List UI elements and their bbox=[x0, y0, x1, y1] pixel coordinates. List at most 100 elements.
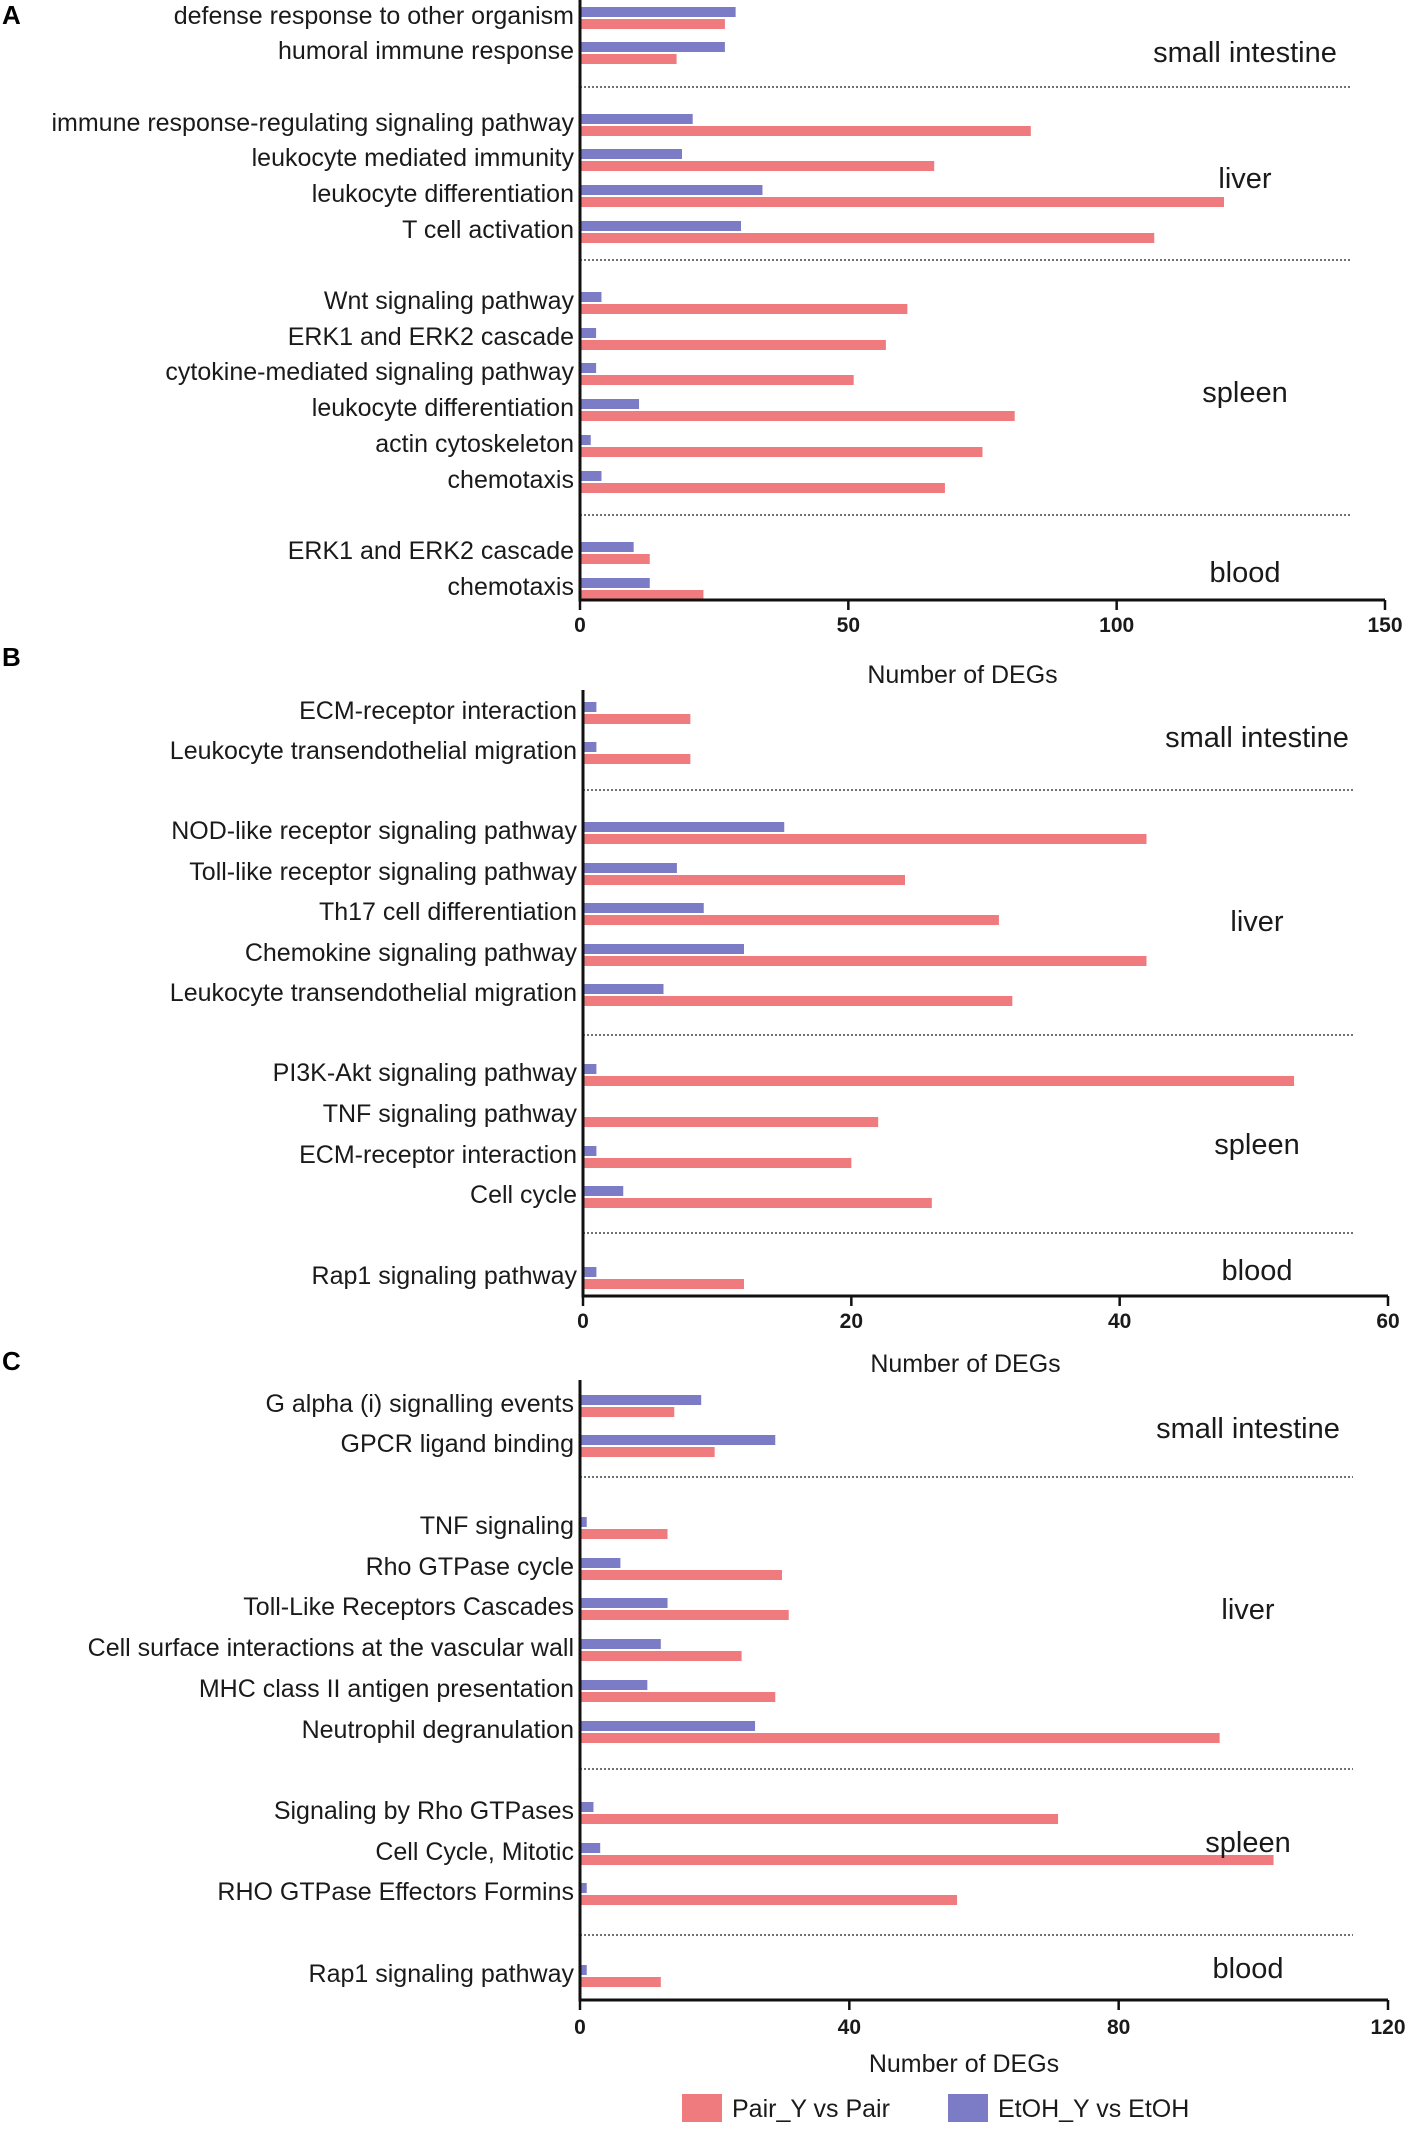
bar-etoh bbox=[580, 185, 763, 195]
bar-pair bbox=[580, 447, 983, 457]
category-label: Rap1 signaling pathway bbox=[312, 1262, 578, 1290]
bar-pair bbox=[583, 915, 999, 925]
bar-etoh bbox=[583, 984, 664, 994]
group-label: liver bbox=[1230, 906, 1284, 938]
x-tick-label: 120 bbox=[1370, 2016, 1405, 2039]
legend-swatch-pair bbox=[682, 2094, 722, 2122]
bar-etoh bbox=[580, 542, 634, 552]
bar-pair bbox=[583, 956, 1147, 966]
bar-etoh bbox=[580, 7, 736, 17]
legend-swatch-etoh bbox=[948, 2094, 988, 2122]
category-label: NOD-like receptor signaling pathway bbox=[171, 817, 577, 845]
bar-etoh bbox=[580, 1883, 587, 1893]
category-label: immune response-regulating signaling pat… bbox=[51, 109, 574, 137]
bar-pair bbox=[580, 1895, 958, 1905]
x-tick-label: 0 bbox=[574, 2016, 586, 2039]
x-tick-label: 100 bbox=[1099, 614, 1134, 637]
bar-pair bbox=[580, 1733, 1220, 1743]
bar-etoh bbox=[580, 221, 741, 231]
bar-etoh bbox=[580, 1802, 594, 1812]
group-label: spleen bbox=[1205, 1827, 1290, 1859]
bar-pair bbox=[583, 754, 691, 764]
bar-pair bbox=[580, 304, 908, 314]
category-label: Rho GTPase cycle bbox=[366, 1553, 574, 1581]
category-label: Th17 cell differentiation bbox=[319, 898, 577, 926]
x-tick-label: 50 bbox=[837, 614, 860, 637]
x-tick-label: 0 bbox=[577, 1310, 589, 1333]
x-axis-title: Number of DEGs bbox=[869, 2050, 1059, 2078]
bar-etoh bbox=[580, 1558, 621, 1568]
bar-pair bbox=[580, 1447, 715, 1457]
panel-C: C G alpha (i) signalling events GPCR ligan… bbox=[2, 1346, 1406, 2078]
bar-pair bbox=[580, 554, 650, 564]
bar-etoh bbox=[580, 328, 597, 338]
category-label: leukocyte differentiation bbox=[312, 394, 574, 422]
bar-etoh bbox=[580, 399, 640, 409]
bar-pair bbox=[583, 1279, 744, 1289]
legend-label-etoh: EtOH_Y vs EtOH bbox=[998, 2095, 1189, 2123]
bar-pair bbox=[580, 197, 1224, 207]
category-label: actin cytoskeleton bbox=[375, 430, 574, 458]
bar-pair bbox=[580, 1692, 776, 1702]
bar-pair bbox=[580, 483, 945, 493]
bar-etoh bbox=[583, 742, 597, 752]
bar-pair bbox=[580, 375, 854, 385]
x-tick-label: 150 bbox=[1367, 614, 1402, 637]
bar-pair bbox=[580, 1610, 789, 1620]
category-label: ERK1 and ERK2 cascade bbox=[288, 537, 574, 565]
panel-letter: C bbox=[2, 1346, 21, 1376]
x-tick-label: 60 bbox=[1376, 1310, 1399, 1333]
category-label: leukocyte mediated immunity bbox=[252, 144, 575, 172]
category-label: T cell activation bbox=[402, 216, 574, 244]
bar-etoh bbox=[583, 903, 704, 913]
group-label: small intestine bbox=[1153, 37, 1337, 69]
category-label: Toll-Like Receptors Cascades bbox=[243, 1593, 574, 1621]
bar-etoh bbox=[580, 1598, 668, 1608]
x-axis-title: Number of DEGs bbox=[867, 661, 1057, 689]
group-label: liver bbox=[1218, 163, 1272, 195]
bar-etoh bbox=[580, 1843, 601, 1853]
category-label: Rap1 signaling pathway bbox=[309, 1960, 575, 1988]
category-label: Wnt signaling pathway bbox=[324, 287, 575, 315]
bar-etoh bbox=[583, 944, 744, 954]
category-label: humoral immune response bbox=[278, 37, 574, 65]
category-label: Leukocyte transendothelial migration bbox=[170, 979, 577, 1007]
bar-pair bbox=[580, 1570, 782, 1580]
category-label: chemotaxis bbox=[448, 466, 574, 494]
bar-etoh bbox=[580, 1435, 776, 1445]
group-label: blood bbox=[1213, 1953, 1284, 1985]
category-label: G alpha (i) signalling events bbox=[266, 1390, 575, 1418]
group-label: blood bbox=[1210, 557, 1281, 589]
bar-etoh bbox=[580, 42, 725, 52]
bar-etoh bbox=[583, 702, 597, 712]
bar-etoh bbox=[580, 1639, 661, 1649]
category-label: cytokine-mediated signaling pathway bbox=[165, 358, 574, 386]
category-label: ECM-receptor interaction bbox=[299, 1141, 577, 1169]
group-label: spleen bbox=[1214, 1129, 1299, 1161]
bar-etoh bbox=[580, 1517, 587, 1527]
bar-etoh bbox=[580, 114, 693, 124]
bar-etoh bbox=[580, 1395, 702, 1405]
category-label: Neutrophil degranulation bbox=[302, 1716, 574, 1744]
legend-label-pair: Pair_Y vs Pair bbox=[732, 2095, 890, 2123]
category-label: chemotaxis bbox=[448, 573, 574, 601]
category-label: leukocyte differentiation bbox=[312, 180, 574, 208]
bar-pair bbox=[580, 1814, 1059, 1824]
bar-pair bbox=[580, 590, 704, 600]
panel-B: B ECM-receptor interaction Leukocyte trans… bbox=[2, 642, 1400, 1378]
bar-pair bbox=[583, 714, 691, 724]
bar-etoh bbox=[583, 1267, 597, 1277]
category-label: ECM-receptor interaction bbox=[299, 697, 577, 725]
bar-etoh bbox=[580, 1965, 587, 1975]
bar-pair bbox=[580, 126, 1031, 136]
bar-etoh bbox=[583, 1146, 597, 1156]
category-label: Cell cycle bbox=[470, 1181, 577, 1209]
panel-letter: A bbox=[2, 0, 21, 30]
bar-pair bbox=[580, 1529, 668, 1539]
category-label: TNF signaling bbox=[420, 1512, 574, 1540]
x-tick-label: 20 bbox=[840, 1310, 863, 1333]
bar-etoh bbox=[580, 363, 597, 373]
